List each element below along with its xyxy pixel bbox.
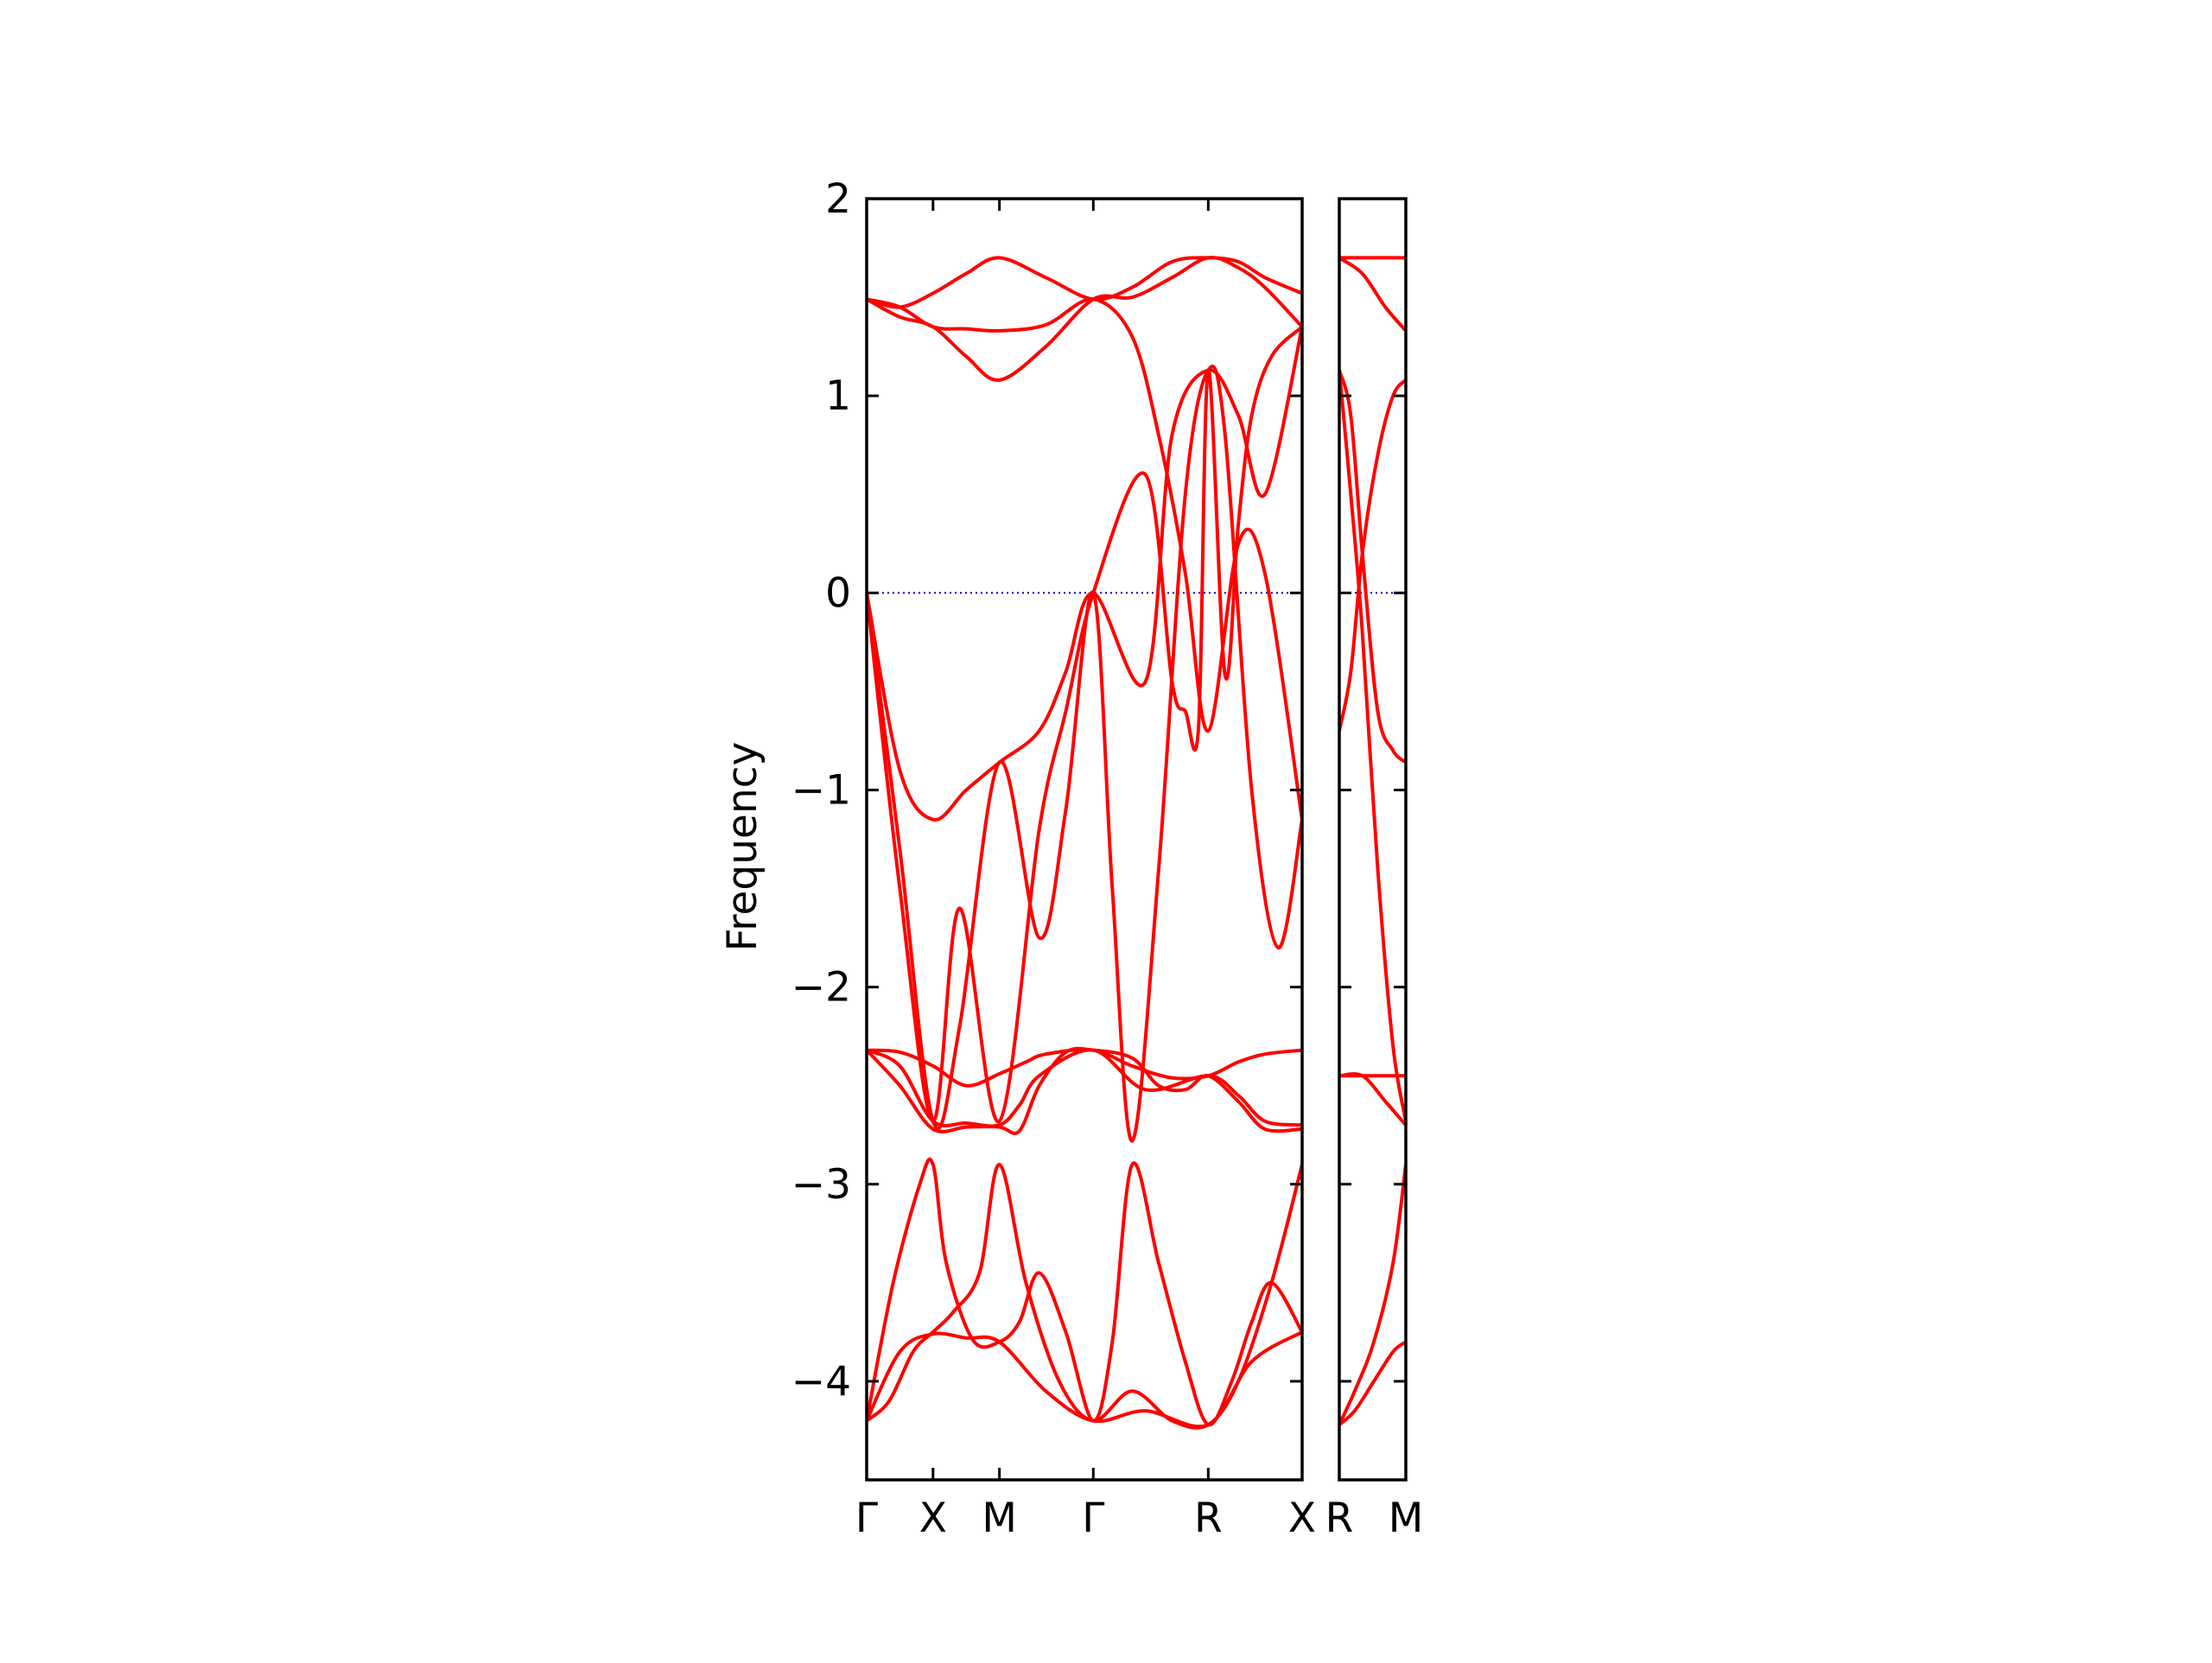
band-line <box>867 326 1302 822</box>
bands-side-path <box>1339 256 1406 1426</box>
band-line <box>867 365 1302 1143</box>
y-tick-label: 0 <box>825 569 851 617</box>
band-line <box>1339 256 1406 333</box>
x-tick-label: M <box>982 1495 1017 1542</box>
band-line <box>867 297 1302 820</box>
band-line <box>1339 370 1406 1122</box>
bands-main-path <box>867 256 1302 1430</box>
y-tick-label: 1 <box>825 372 851 420</box>
band-line <box>867 1162 1302 1430</box>
band-line <box>867 1046 1302 1135</box>
band-line <box>867 256 1302 309</box>
panel-main-path: 210−1−2−3−4Γ X M Γ R X <box>791 175 1316 1542</box>
y-tick-label: −2 <box>791 964 851 1012</box>
band-line <box>1339 1340 1406 1426</box>
band-line <box>1339 1164 1406 1425</box>
band-line <box>867 256 1302 382</box>
x-tick-label: X <box>919 1495 947 1542</box>
axes-frame <box>865 197 1304 1482</box>
x-tick-label: R <box>1325 1495 1354 1542</box>
y-tick-label: −3 <box>791 1161 851 1209</box>
band-line <box>1339 378 1406 732</box>
x-tick-label: Γ <box>1082 1495 1104 1542</box>
x-tick-label: X <box>1288 1495 1316 1542</box>
band-line <box>1339 1072 1406 1127</box>
x-tick-label: M <box>1389 1495 1424 1542</box>
band-line <box>1339 369 1406 765</box>
axes-frame <box>1338 197 1408 1482</box>
x-tick-label: Γ <box>855 1495 878 1542</box>
y-axis-label: Frequency <box>719 742 766 952</box>
x-tick-label: R <box>1194 1495 1223 1542</box>
band-line <box>867 325 1302 1123</box>
band-line <box>867 1048 1302 1088</box>
y-tick-label: −4 <box>791 1358 851 1406</box>
band-line <box>867 1330 1302 1429</box>
y-tick-label: −1 <box>791 766 851 814</box>
y-tick-label: 2 <box>825 175 851 223</box>
